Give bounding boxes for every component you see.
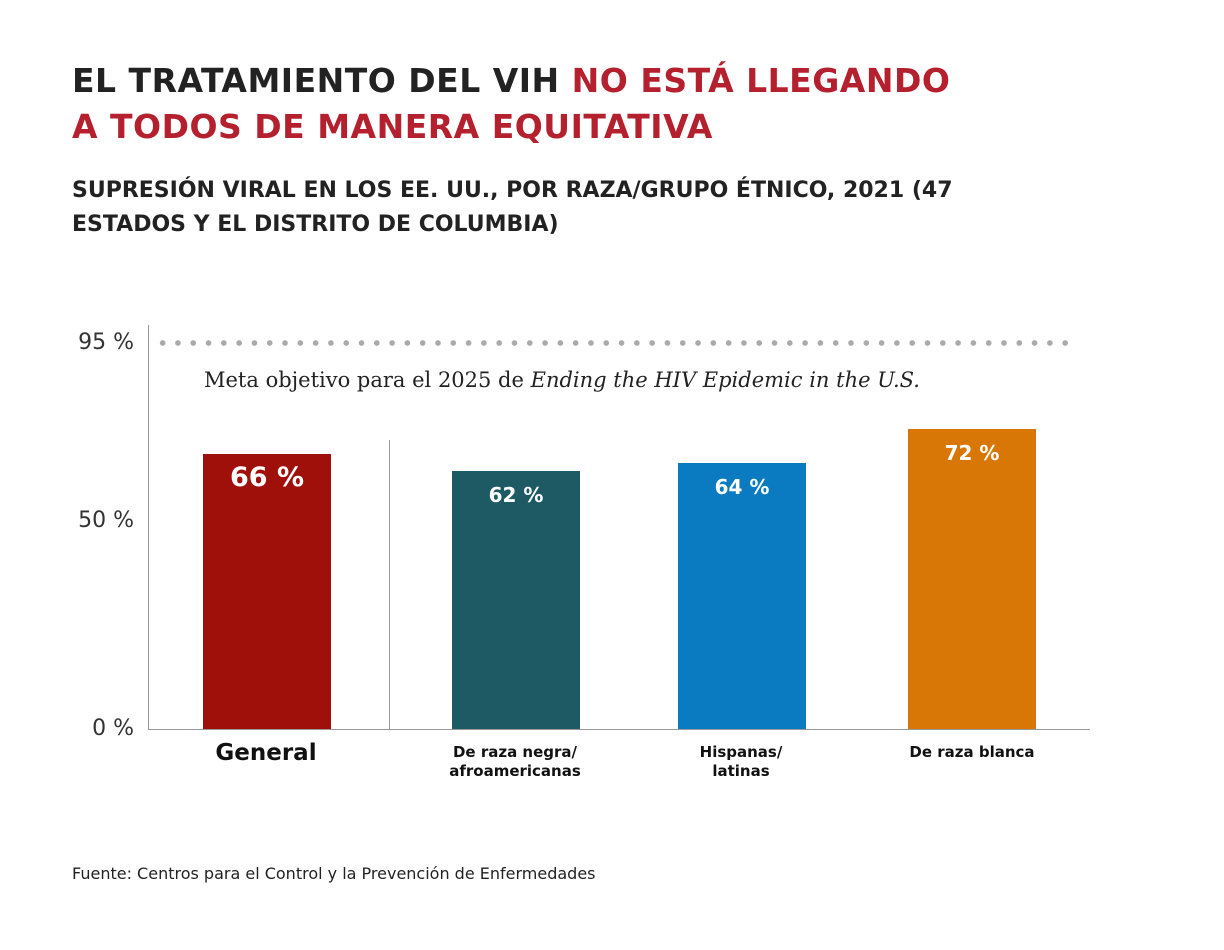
- goal-line: [155, 340, 1077, 346]
- category-label: General: [215, 740, 317, 766]
- data-label: 66 %: [229, 462, 305, 494]
- goal-label-text: Meta objetivo para el 2025 de: [204, 368, 531, 392]
- bar: [203, 454, 331, 729]
- source: Fuente: Centros para el Control y la Pre…: [72, 864, 596, 883]
- data-label: 62 %: [488, 483, 544, 508]
- goal-label: Meta objetivo para el 2025 de Ending the…: [204, 368, 920, 392]
- x-axis: [148, 729, 1090, 730]
- bar: [678, 462, 806, 729]
- y-axis: [148, 325, 149, 729]
- y-tick-50: 50 %: [78, 508, 134, 533]
- y-tick-0: 0 %: [92, 716, 134, 741]
- goal-label-italic: Ending the HIV Epidemic in the U.S.: [530, 368, 920, 392]
- bar: [908, 429, 1036, 729]
- data-label: 64 %: [714, 474, 770, 499]
- title-highlight: NO ESTÁ LLEGANDO A TODOS DE MANERA EQUIT…: [72, 61, 951, 146]
- category-label: De raza blanca: [909, 743, 1035, 761]
- title-part1: EL TRATAMIENTO DEL VIH: [72, 61, 572, 100]
- y-tick-95: 95 %: [78, 330, 134, 355]
- bar: [452, 471, 580, 729]
- subtitle: SUPRESIÓN VIRAL EN LOS EE. UU., POR RAZA…: [72, 178, 953, 237]
- divider: [389, 440, 390, 729]
- data-label: 72 %: [944, 441, 1000, 466]
- category-label: Hispanas/ latinas: [699, 743, 783, 780]
- category-label: De raza negra/ afroamericanas: [449, 743, 581, 780]
- title: EL TRATAMIENTO DEL VIH NO ESTÁ LLEGANDO …: [72, 58, 972, 150]
